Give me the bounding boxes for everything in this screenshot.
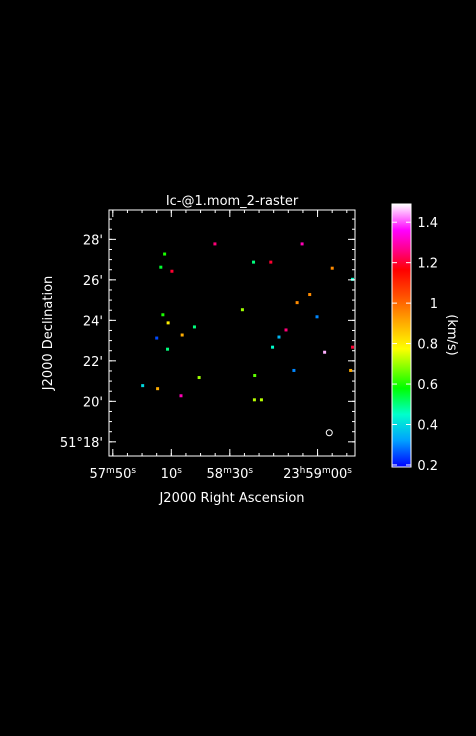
data-points: [141, 242, 354, 402]
data-point: [315, 315, 319, 319]
data-point: [163, 252, 167, 256]
y-axis-ticks: 51°18' 20' 22' 24' 26' 28': [60, 218, 355, 451]
x-tick-label: 10s​: [161, 466, 183, 482]
x-axis-ticks: 23h​59m​00s​ 58m​30s​ 10s​ 57m​50s​: [90, 210, 352, 482]
colorbar-tick-label: 0.6: [417, 378, 438, 393]
colorbar-tick-label: 1: [430, 297, 438, 312]
data-point: [180, 333, 184, 337]
data-point: [156, 387, 160, 391]
colorbar-ticks: 0.2 0.4 0.6 0.8 1 1.2 1.4: [392, 216, 438, 474]
x-tick-label: 57m​50s​: [90, 466, 137, 482]
data-point: [240, 308, 244, 312]
data-point: [197, 376, 201, 380]
y-tick-label: 22': [83, 355, 103, 370]
data-point: [259, 398, 263, 402]
data-point: [284, 328, 288, 332]
y-tick-label: 24': [83, 314, 103, 329]
data-point: [192, 325, 196, 329]
data-point: [252, 398, 256, 402]
data-point: [155, 336, 159, 340]
data-point: [277, 335, 281, 339]
plot-frame: [108, 209, 356, 457]
colorbar-label: (km/s): [444, 314, 459, 356]
data-point: [159, 265, 163, 269]
data-point: [292, 368, 296, 372]
data-point: [161, 313, 165, 317]
colorbar-gradient: [392, 204, 411, 467]
colorbar-frame: [391, 203, 412, 468]
colorbar-tick-label: 0.8: [417, 338, 438, 353]
data-point: [252, 260, 256, 264]
colorbar-tick-label: 1.2: [417, 257, 438, 272]
x-tick-label: 58m​30s​: [207, 466, 254, 482]
data-point: [349, 368, 353, 372]
data-point: [323, 350, 327, 354]
data-point: [300, 242, 304, 246]
colorbar-tick-label: 0.2: [417, 459, 438, 474]
y-tick-label: 51°18': [60, 436, 103, 451]
data-point: [295, 301, 299, 305]
y-axis-label: J2000 Declination: [41, 276, 56, 392]
x-axis-label: J2000 Right Ascension: [158, 491, 304, 506]
data-point: [308, 293, 312, 297]
data-point: [330, 266, 334, 270]
data-point: [141, 384, 145, 388]
colorbar-tick-label: 1.4: [417, 216, 438, 231]
data-point: [269, 260, 273, 264]
y-tick-label: 28': [83, 233, 103, 248]
data-point: [213, 242, 217, 246]
y-tick-label: 20': [83, 395, 103, 410]
data-point: [166, 321, 170, 325]
data-point: [253, 374, 257, 378]
data-point: [179, 394, 183, 398]
x-tick-label: 23h​59m​00s​: [283, 466, 352, 482]
data-point: [170, 269, 174, 273]
data-point: [271, 345, 275, 349]
data-point: [351, 277, 354, 281]
data-point: [166, 347, 170, 351]
data-point: [351, 345, 354, 349]
y-tick-label: 26': [83, 274, 103, 289]
colorbar-tick-label: 0.4: [417, 419, 438, 434]
beam-marker: [325, 429, 333, 437]
chart-title: Ic-@1.mom_2-raster: [166, 194, 299, 209]
beam-ellipse: [325, 429, 333, 437]
